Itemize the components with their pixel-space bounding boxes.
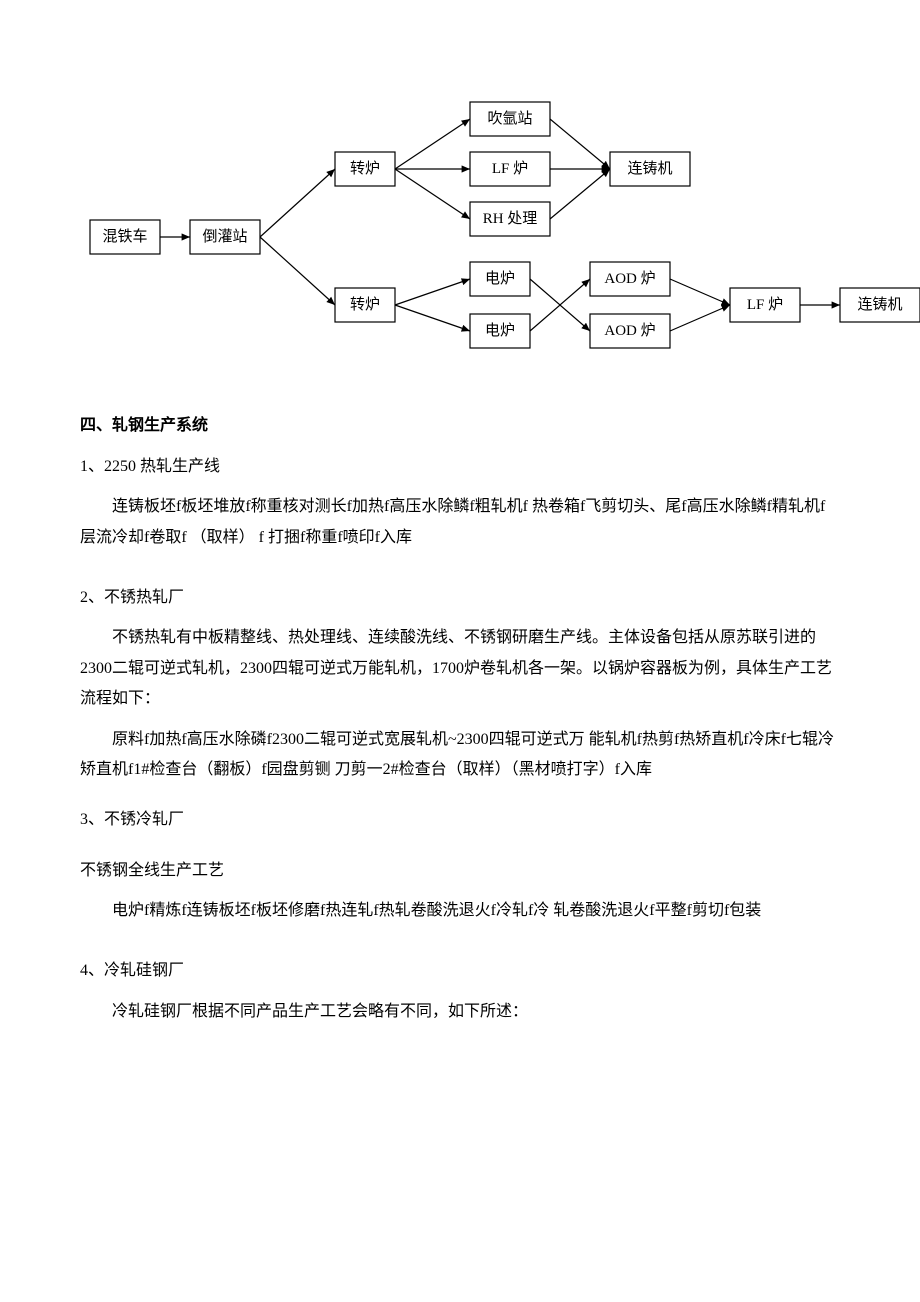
section-4-2-title: 2、不锈热轧厂: [80, 583, 840, 613]
section-4-1-title: 1、2250 热轧生产线: [80, 452, 840, 482]
flow-edge: [395, 305, 470, 331]
flow-node: 电炉: [470, 314, 530, 348]
section-4-3-title: 3、不锈冷轧厂: [80, 805, 840, 835]
flow-node-label: 连铸机: [857, 296, 902, 313]
flow-node: 转炉: [335, 288, 395, 322]
flow-edge: [260, 169, 335, 237]
flow-node-label: 连铸机: [627, 160, 672, 177]
flow-node-label: 电炉: [485, 270, 515, 287]
flow-node-label: 转炉: [350, 160, 380, 177]
flowchart-svg: 混铁车倒灌站转炉转炉吹氩站LF 炉RH 处理连铸机电炉电炉AOD 炉AOD 炉L…: [80, 90, 920, 360]
flow-node: RH 处理: [470, 202, 550, 236]
flow-node-label: RH 处理: [483, 210, 538, 227]
flow-node-label: 电炉: [485, 322, 515, 339]
flow-node: 连铸机: [840, 288, 920, 322]
section-4-3-body: 电炉f精炼f连铸板坯f板坯修磨f热连轧f热轧卷酸洗退火f冷轧f冷 轧卷酸洗退火f…: [80, 896, 840, 926]
flow-node: 吹氩站: [470, 102, 550, 136]
flow-node-label: 混铁车: [102, 228, 147, 245]
flow-edge: [395, 119, 470, 169]
flow-edge: [550, 119, 610, 169]
flow-node: 连铸机: [610, 152, 690, 186]
section-4-3-subtitle: 不锈钢全线生产工艺: [80, 856, 840, 886]
flow-node: 倒灌站: [190, 220, 260, 254]
document-page: 混铁车倒灌站转炉转炉吹氩站LF 炉RH 处理连铸机电炉电炉AOD 炉AOD 炉L…: [0, 0, 920, 1077]
section-4-1-body: 连铸板坯f板坯堆放f称重核对测长f加热f高压水除鳞f粗轧机f 热卷箱f飞剪切头、…: [80, 492, 840, 553]
flow-edge: [395, 169, 470, 219]
section-4-2-body-2: 原料f加热f高压水除磷f2300二辊可逆式宽展轧机~2300四辊可逆式万 能轧机…: [80, 725, 840, 786]
section-4-heading: 四、轧钢生产系统: [80, 411, 840, 441]
flow-edge: [260, 237, 335, 305]
flow-edge: [395, 279, 470, 305]
flow-node: 电炉: [470, 262, 530, 296]
section-4-2-body-1: 不锈热轧有中板精整线、热处理线、连续酸洗线、不锈钢研磨生产线。主体设备包括从原苏…: [80, 623, 840, 714]
flow-node: AOD 炉: [590, 314, 670, 348]
flow-node: 转炉: [335, 152, 395, 186]
section-4-4-title: 4、冷轧硅钢厂: [80, 956, 840, 986]
flow-node: LF 炉: [470, 152, 550, 186]
flow-node-label: AOD 炉: [604, 322, 655, 339]
flow-edge: [670, 279, 730, 305]
flow-edge: [530, 305, 590, 331]
flow-node-label: AOD 炉: [604, 270, 655, 287]
section-4-4-body: 冷轧硅钢厂根据不同产品生产工艺会略有不同，如下所述：: [80, 997, 840, 1027]
flow-node: LF 炉: [730, 288, 800, 322]
flow-node-label: 倒灌站: [202, 228, 247, 245]
flow-node-label: LF 炉: [747, 296, 783, 313]
flow-node: 混铁车: [90, 220, 160, 254]
flow-node-label: 吹氩站: [487, 110, 532, 127]
flow-edge: [670, 305, 730, 331]
steel-process-flowchart: 混铁车倒灌站转炉转炉吹氩站LF 炉RH 处理连铸机电炉电炉AOD 炉AOD 炉L…: [80, 90, 840, 371]
flow-edge: [550, 169, 610, 219]
flow-node-label: 转炉: [350, 296, 380, 313]
flow-node: AOD 炉: [590, 262, 670, 296]
flow-node-label: LF 炉: [492, 160, 528, 177]
flow-edge: [530, 279, 590, 305]
